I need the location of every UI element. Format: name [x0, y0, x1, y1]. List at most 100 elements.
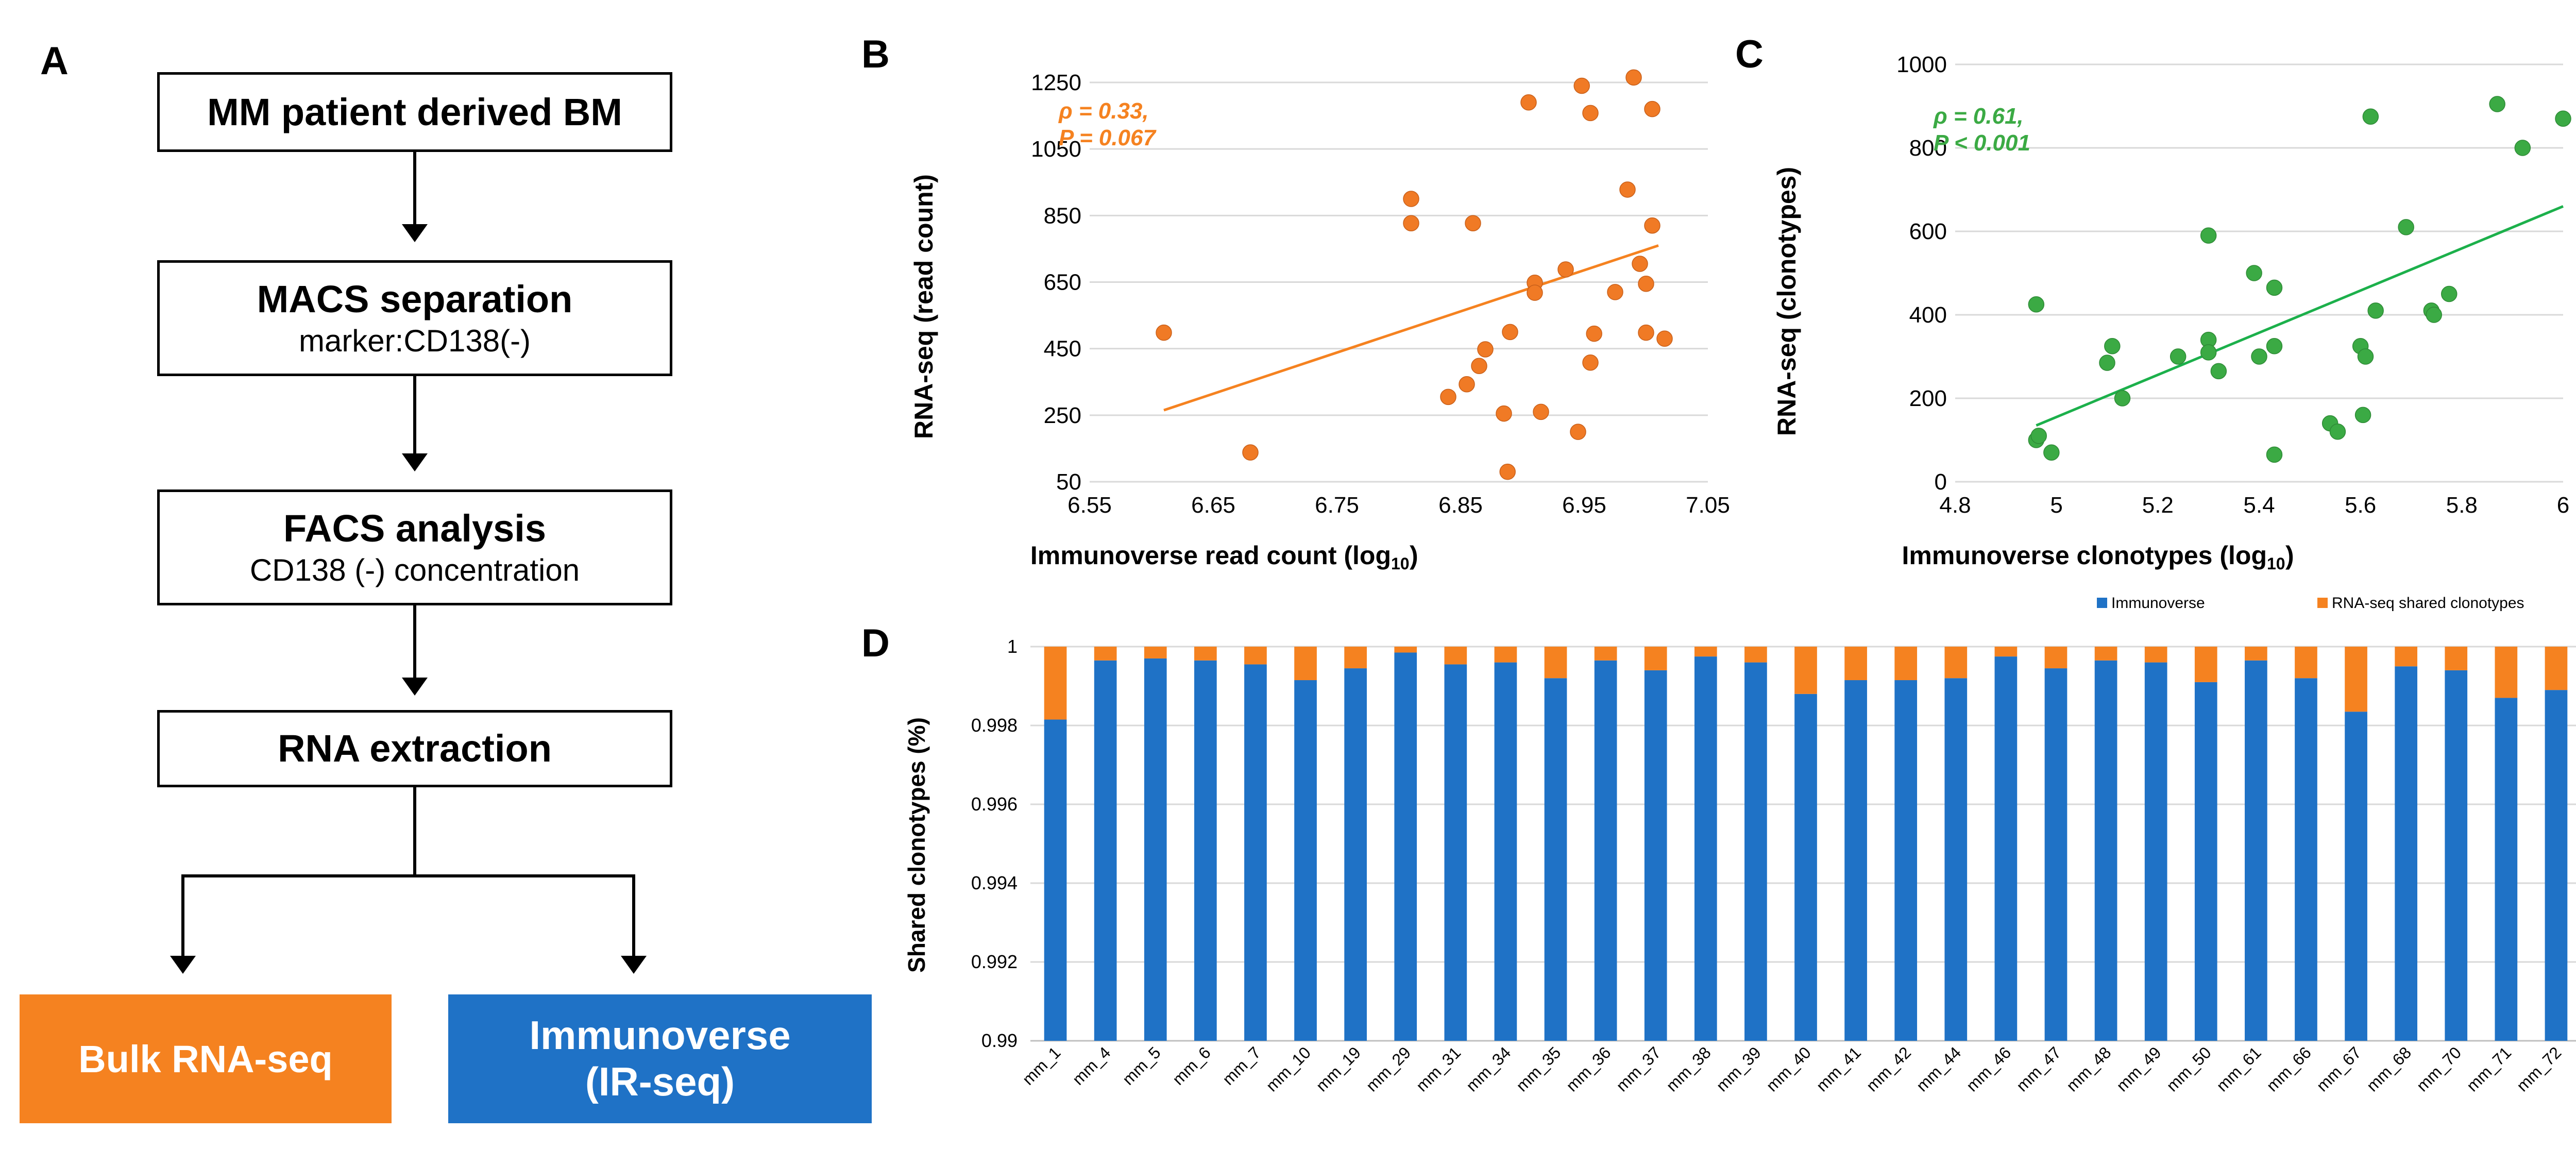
chart-c-points	[2028, 96, 2571, 463]
chart-d-x-tick-label: mm_48	[2063, 1043, 2115, 1095]
chart-d-x-tick-label: mm_1	[1019, 1043, 1064, 1088]
chart-d-y-axis-label: Shared clonotypes (%)	[903, 717, 930, 973]
chart-c-annotation-rho: ρ = 0.61,	[1933, 104, 2024, 129]
panel-label-b: B	[861, 32, 890, 76]
chartC-point	[2104, 338, 2121, 354]
panel-label-c: C	[1735, 32, 1764, 76]
chart-c-gridlines	[1955, 63, 2563, 483]
flow-step-rna: RNA extraction	[157, 710, 672, 787]
chartC-x-tick-label: 4.8	[1939, 493, 1971, 518]
chartB-point	[1570, 424, 1586, 440]
chartC-point	[2514, 140, 2531, 156]
chartC-x-tick-label: 6	[2557, 493, 2569, 518]
chartB-point	[1586, 325, 1602, 342]
chartC-point	[2266, 338, 2283, 354]
chartC-point	[2099, 354, 2115, 371]
chart-d-x-tick-label: mm_35	[1513, 1043, 1565, 1095]
bar-immunoverse	[1794, 694, 1817, 1041]
bar-rnaseq-shared	[1944, 647, 1968, 679]
bar-rnaseq-shared	[1694, 647, 1717, 657]
chart-b-x-axis-label-end: )	[1410, 541, 1418, 570]
chartB-point	[1557, 261, 1574, 278]
chartB-point	[1156, 324, 1172, 341]
chart-d-y-tick-label: 0.992	[971, 951, 1018, 972]
chartB-point	[1573, 77, 1590, 94]
chartC-point	[2426, 307, 2442, 323]
bar-rnaseq-shared	[1894, 647, 1918, 681]
chartB-point	[1440, 388, 1456, 405]
bar-immunoverse	[2245, 660, 2267, 1041]
bar-immunoverse	[1744, 662, 1767, 1041]
chartC-point	[2441, 285, 2458, 302]
chartC-x-tick-label: 5.8	[2446, 493, 2478, 518]
chartB-point	[1471, 358, 1487, 374]
chart-d-x-tick-label: mm_31	[1412, 1043, 1464, 1095]
chartC-x-tick-label: 5.4	[2243, 493, 2275, 518]
chartC-point	[2200, 344, 2217, 361]
chartB-point	[1459, 376, 1475, 393]
bar-immunoverse	[2545, 690, 2568, 1041]
chart-b-points	[1156, 69, 1673, 480]
bar-rnaseq-shared	[2194, 647, 2217, 682]
panel-label-d: D	[861, 621, 890, 665]
chartB-y-tick-label: 250	[1044, 403, 1081, 428]
chart-d-x-tick-label: mm_38	[1663, 1043, 1715, 1095]
chartC-point	[2200, 227, 2217, 244]
flow-step-macs-title: MACS separation	[257, 277, 573, 320]
chart-d-x-tick-label: mm_4	[1069, 1043, 1114, 1088]
bar-rnaseq-shared	[1844, 647, 1867, 681]
chartC-point	[2266, 446, 2283, 463]
bar-immunoverse	[1644, 670, 1667, 1041]
bar-immunoverse	[1444, 664, 1467, 1041]
output-immunoverse-line1: Immunoverse	[529, 1012, 791, 1058]
chart-d-x-tick-label: mm_40	[1762, 1043, 1815, 1095]
bar-immunoverse	[1594, 660, 1617, 1041]
chartC-y-tick-label: 0	[1935, 469, 1947, 495]
chartC-point	[2028, 296, 2045, 313]
bar-immunoverse	[2295, 678, 2317, 1041]
arrow-left-shaft	[181, 787, 416, 958]
bar-immunoverse	[1344, 668, 1367, 1041]
chart-d-y-tick-label: 0.996	[971, 793, 1018, 815]
chart-d-x-tick-label: mm_49	[2113, 1043, 2165, 1095]
bar-immunoverse	[1244, 664, 1267, 1041]
chartB-point	[1644, 217, 1660, 234]
chartB-y-tick-label: 450	[1044, 336, 1081, 362]
arrow-right-shaft	[415, 874, 635, 958]
bar-rnaseq-shared	[2395, 647, 2418, 667]
bar-immunoverse	[1944, 678, 1968, 1041]
bar-immunoverse	[1544, 678, 1567, 1041]
chart-b-x-axis-label: Immunoverse read count (log	[1030, 541, 1391, 570]
chart-d-x-tick-label: mm_61	[2213, 1043, 2265, 1095]
chart-d-x-tick-label: mm_5	[1118, 1043, 1164, 1088]
chart-d-x-tick-label: mm_7	[1219, 1043, 1264, 1088]
bar-immunoverse	[1894, 680, 1918, 1041]
chart-b-y-axis-label: RNA-seq (read count)	[909, 174, 938, 439]
output-immunoverse: Immunoverse (IR-seq)	[448, 994, 872, 1123]
chartB-y-tick-label: 1050	[1031, 137, 1081, 162]
chart-d-x-tick-label: mm_36	[1563, 1043, 1615, 1095]
chartB-x-tick-label: 6.65	[1191, 493, 1235, 518]
output-bulk-rnaseq-label: Bulk RNA-seq	[78, 1037, 333, 1080]
chartB-y-tick-label: 650	[1044, 270, 1081, 295]
chart-c-annotation-p: P < 0.001	[1934, 130, 2030, 156]
bar-rnaseq-shared	[1244, 647, 1267, 665]
bar-immunoverse	[1094, 660, 1117, 1041]
chartC-point	[2367, 302, 2384, 319]
chartB-point	[1533, 403, 1549, 420]
chart-c-x-axis-label: Immunoverse clonotypes (log	[1902, 541, 2267, 570]
chart-d-x-tick-label: mm_72	[2513, 1043, 2565, 1095]
chart-d-x-tick-label: mm_34	[1462, 1043, 1514, 1095]
flow-step-rna-title: RNA extraction	[278, 727, 552, 770]
chart-d-y-tick-label: 0.998	[971, 715, 1018, 736]
flow-step-macs-subtitle: marker:CD138(-)	[298, 324, 531, 359]
chartB-x-tick-label: 6.95	[1562, 493, 1606, 518]
arrow-2-head	[402, 453, 428, 471]
output-immunoverse-line2: (IR-seq)	[585, 1059, 735, 1104]
chart-d-x-tick-label: mm_37	[1613, 1043, 1665, 1095]
chartB-point	[1242, 444, 1259, 461]
chartC-point	[2357, 348, 2374, 365]
chartB-point	[1403, 191, 1419, 207]
chart-b-x-axis-label-main: Immunoverse read count (log	[1030, 541, 1391, 570]
bar-rnaseq-shared	[1544, 647, 1567, 679]
